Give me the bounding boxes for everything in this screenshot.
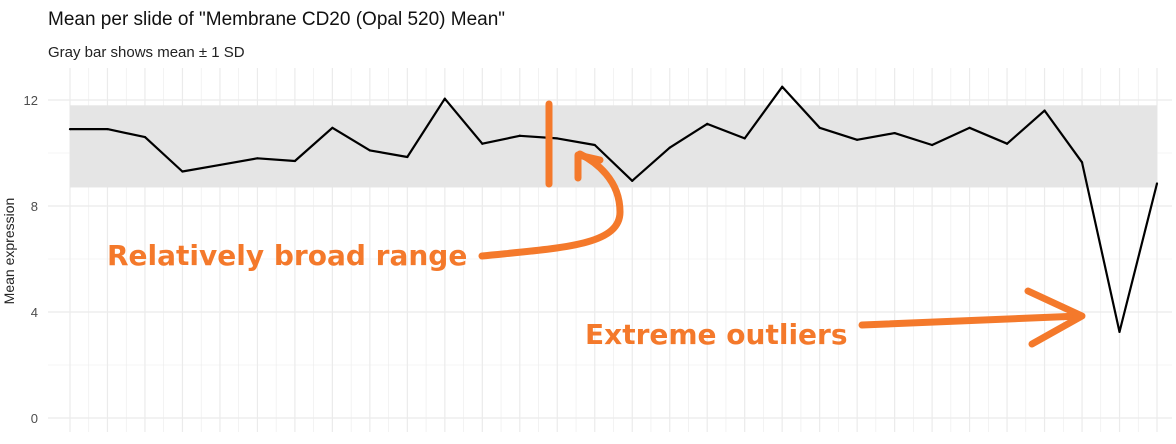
- y-tick-label: 4: [31, 305, 38, 320]
- data-point: [1043, 109, 1046, 112]
- data-point: [1080, 161, 1084, 164]
- data-point: [293, 159, 296, 163]
- data-point: [406, 155, 409, 159]
- y-axis-label: Mean expression: [1, 198, 17, 305]
- data-point: [443, 97, 446, 100]
- sd-band: [70, 105, 1157, 188]
- data-point: [668, 146, 671, 149]
- data-point: [181, 170, 184, 173]
- data-point: [631, 179, 634, 182]
- series-line: [70, 85, 1159, 333]
- outliers-arrowhead: [1024, 287, 1086, 348]
- outliers-arrow: [858, 312, 1084, 329]
- y-tick-label: 12: [24, 93, 38, 108]
- data-points: [68, 85, 1159, 333]
- data-point: [856, 138, 859, 141]
- data-point: [106, 128, 109, 131]
- broad-range-arrow: [478, 150, 624, 260]
- data-point: [968, 126, 971, 129]
- data-point: [481, 142, 484, 145]
- data-point: [706, 122, 709, 125]
- y-ticks: 0 4 8 12: [24, 93, 38, 426]
- annotation-extreme-outliers: Extreme outliers: [585, 318, 848, 351]
- data-point: [143, 136, 147, 139]
- annotation-broad-range: Relatively broad range: [107, 239, 467, 272]
- data-point: [893, 132, 896, 135]
- data-point: [218, 163, 222, 167]
- data-point: [593, 143, 596, 147]
- data-point: [68, 128, 72, 131]
- data-point: [256, 157, 259, 160]
- broad-range-arrowhead: [574, 151, 604, 182]
- data-point: [818, 126, 821, 129]
- data-point: [368, 149, 371, 152]
- data-point: [931, 143, 934, 147]
- data-point: [743, 137, 746, 140]
- chart-subtitle: Gray bar shows mean ± 1 SD: [48, 44, 245, 61]
- data-point: [331, 126, 334, 129]
- y-tick-label: 8: [31, 199, 38, 214]
- data-point: [518, 134, 521, 137]
- data-point: [556, 137, 559, 140]
- annotation-arrows: [478, 100, 1086, 348]
- data-point: [1005, 142, 1009, 145]
- data-point: [781, 85, 784, 88]
- data-point: [1118, 330, 1121, 333]
- chart-title: Mean per slide of "Membrane CD20 (Opal 5…: [48, 9, 505, 30]
- data-point: [1155, 182, 1159, 185]
- y-tick-label: 0: [31, 411, 38, 426]
